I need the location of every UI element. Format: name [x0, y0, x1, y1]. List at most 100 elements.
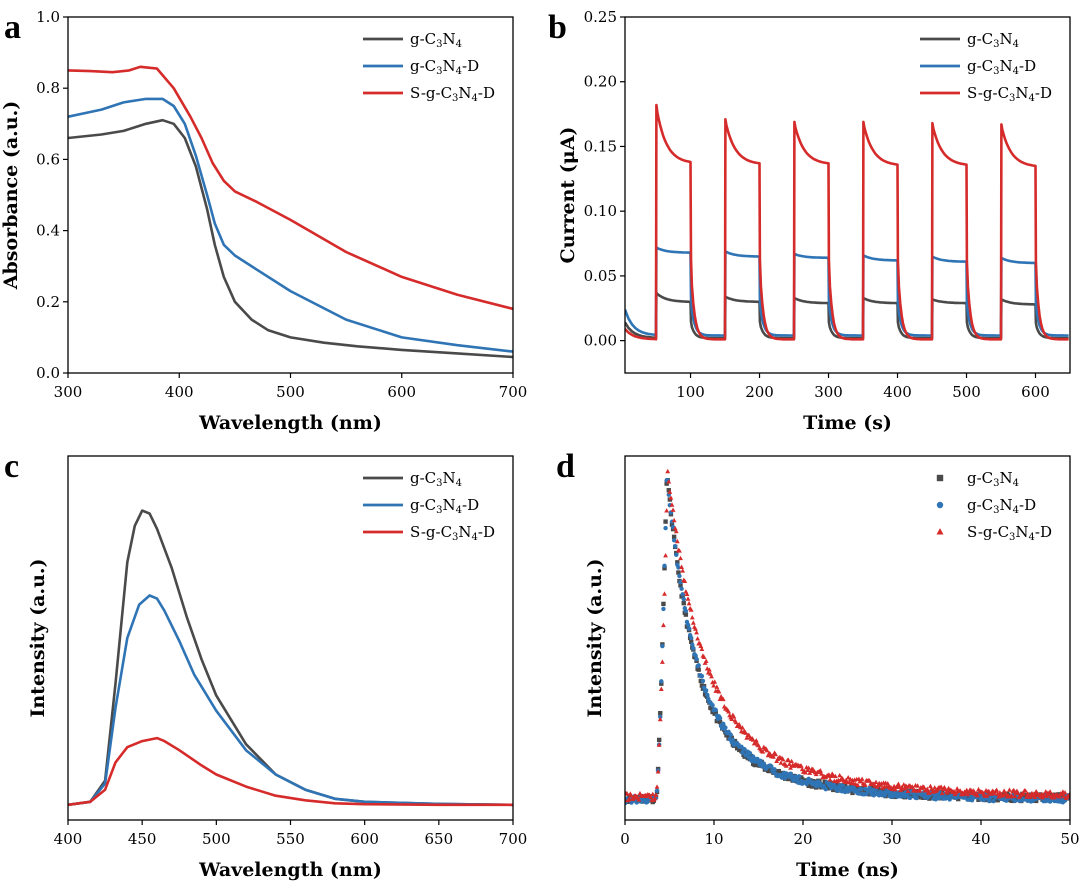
data-point	[729, 716, 735, 721]
data-point	[709, 673, 714, 679]
data-point	[1040, 794, 1046, 800]
series-line-g-C3N4-D	[68, 97, 513, 353]
data-point	[655, 769, 661, 774]
legend-label-part: S-g-C	[967, 523, 1009, 541]
data-point	[717, 719, 723, 725]
data-point	[714, 684, 720, 689]
plot-area	[68, 65, 513, 359]
x-tick-label: 450	[128, 830, 157, 848]
panel-d: d 0 10 20 30 40 50 Time (ns) Intensity (a.u.) g-C…	[556, 448, 1080, 881]
data-point	[907, 795, 913, 801]
data-point	[1057, 794, 1063, 799]
data-point	[850, 790, 855, 796]
data-point	[706, 667, 712, 672]
data-point	[909, 784, 915, 789]
data-point	[921, 784, 927, 790]
y-tick-label: 0.10	[584, 202, 617, 220]
legend-item-S-g-C3N4-D: S-g-C3N4-D	[363, 523, 495, 543]
legend-label-part: 4	[1029, 532, 1035, 543]
data-point	[928, 783, 933, 789]
data-point	[674, 552, 679, 558]
y-axis-label: Current (μA)	[557, 127, 579, 264]
data-point	[1009, 793, 1015, 798]
data-point	[683, 612, 689, 617]
data-point	[685, 622, 691, 627]
x-tick-label: 0	[620, 830, 630, 848]
data-point	[677, 573, 682, 579]
data-point	[659, 681, 664, 686]
data-point	[671, 517, 677, 523]
x-tick-label: 700	[499, 383, 528, 401]
x-tick-label: 200	[745, 383, 774, 401]
data-point	[703, 658, 709, 663]
data-point	[823, 786, 828, 792]
data-point	[905, 788, 911, 793]
legend-label: S-g-C3N4-D	[967, 84, 1052, 104]
y-axis-label: Intensity (a.u.)	[27, 558, 49, 717]
data-point	[733, 719, 739, 725]
data-point	[625, 791, 630, 796]
data-point	[693, 653, 698, 658]
data-point	[654, 784, 660, 789]
data-point	[661, 622, 666, 628]
y-tick-label: 0.20	[584, 73, 617, 91]
x-tick-label: 50	[1060, 830, 1079, 848]
data-point	[689, 635, 694, 641]
legend-label-part: S-g-C	[410, 523, 452, 541]
data-point	[924, 786, 930, 791]
legend-label-part: 4	[1029, 93, 1035, 104]
legend-label-part: g-C	[410, 57, 436, 75]
x-tick-label: 300	[814, 383, 843, 401]
data-point	[721, 721, 726, 727]
data-point	[656, 737, 662, 743]
data-point	[916, 795, 921, 800]
legend-label-part: -D	[1035, 84, 1052, 102]
data-point	[662, 566, 667, 571]
legend-item-g-C3N4-D: g-C3N4-D	[363, 57, 479, 77]
data-point	[688, 607, 694, 612]
x-tick-label: 500	[952, 383, 981, 401]
data-point	[895, 781, 901, 786]
data-point	[936, 795, 942, 801]
legend-marker	[936, 501, 944, 509]
data-point	[726, 709, 732, 714]
x-tick-label: 600	[1021, 383, 1050, 401]
data-point	[1066, 792, 1070, 797]
legend-label-part: 4	[472, 532, 478, 543]
data-point	[873, 779, 879, 785]
data-point	[1044, 793, 1050, 798]
legend-label-part: 3	[993, 39, 999, 50]
data-point	[664, 508, 670, 513]
legend-label-part: 3	[452, 532, 458, 543]
data-point	[678, 583, 683, 588]
legend-label-part: 3	[452, 93, 458, 104]
data-point	[663, 519, 668, 524]
legend-label: S-g-C3N4-D	[410, 84, 495, 104]
data-point	[676, 565, 681, 570]
data-point	[701, 654, 707, 659]
x-tick-label: 500	[276, 383, 305, 401]
legend-label-part: 4	[456, 66, 462, 77]
data-point	[1020, 791, 1026, 796]
x-tick-label: 650	[425, 830, 454, 848]
data-point	[915, 783, 921, 788]
data-point	[831, 787, 836, 793]
legend-label: g-C3N4-D	[967, 496, 1036, 516]
data-point	[837, 772, 843, 778]
legend-label-part: g-C	[410, 469, 436, 487]
data-point	[785, 757, 791, 762]
y-tick-label: 0.15	[584, 137, 617, 155]
data-point	[991, 798, 996, 804]
panel-letter: b	[548, 9, 567, 46]
data-point	[714, 718, 720, 724]
data-point	[854, 785, 859, 791]
legend-label: S-g-C3N4-D	[410, 523, 495, 543]
legend-label-part: -D	[478, 523, 495, 541]
data-point	[771, 754, 776, 759]
data-point	[753, 738, 759, 743]
legend-label: g-C3N4	[410, 30, 462, 50]
data-point	[631, 795, 636, 801]
data-point	[682, 578, 688, 584]
y-tick-label: 0.05	[584, 267, 617, 285]
data-point	[723, 725, 728, 730]
